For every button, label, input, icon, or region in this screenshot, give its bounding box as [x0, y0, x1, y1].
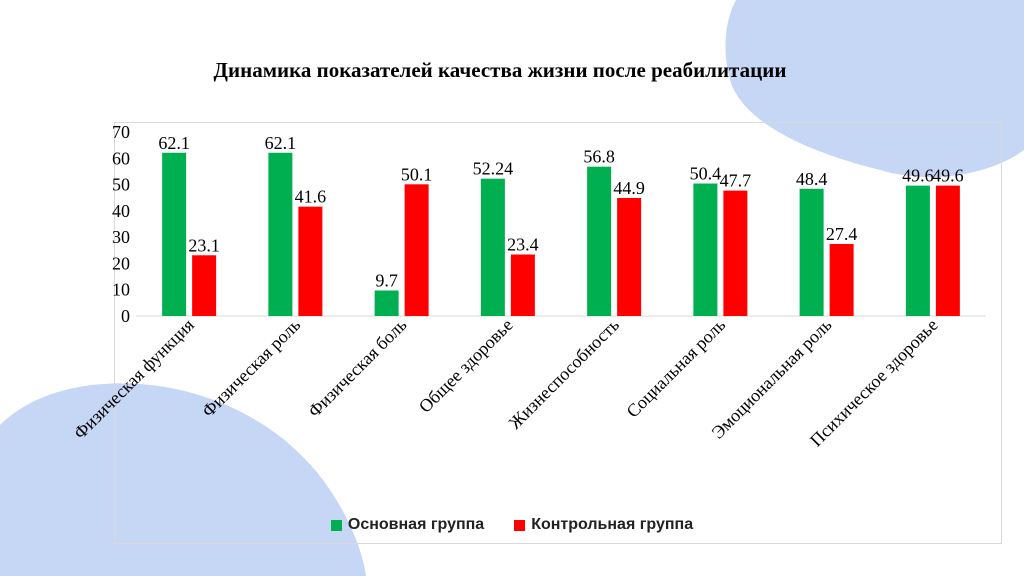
value-label-main-4: 56.8 — [583, 147, 615, 167]
bar-main-0 — [162, 152, 187, 316]
y-tick-label-5: 50 — [112, 175, 130, 195]
x-tick-label-2: Физическая боль — [304, 315, 410, 421]
bar-control-0 — [192, 255, 217, 316]
bar-main-6 — [799, 188, 824, 316]
bar-control-4 — [617, 197, 642, 316]
bar-main-3 — [480, 178, 505, 316]
chart-title: Динамика показателей качества жизни посл… — [213, 58, 787, 82]
value-label-main-7: 49.6 — [902, 166, 934, 186]
x-tick-label-0: Физическая функция — [70, 315, 198, 443]
bar-main-5 — [693, 183, 718, 316]
bar-control-3 — [510, 254, 535, 316]
y-tick-label-0: 0 — [121, 306, 130, 326]
x-tick-label-6: Эмоциональная роль — [708, 315, 836, 443]
legend: Основная группа Контрольная группа — [0, 516, 1024, 534]
value-label-main-5: 50.4 — [690, 164, 722, 184]
value-label-main-0: 62.1 — [158, 133, 190, 153]
legend-label-control: Контрольная группа — [531, 516, 694, 533]
bar-control-1 — [298, 206, 323, 316]
y-tick-label-3: 30 — [112, 227, 130, 247]
legend-swatch-main — [330, 519, 342, 531]
legend-label-main: Основная группа — [347, 516, 485, 533]
y-tick-label-2: 20 — [112, 253, 130, 273]
bar-main-7 — [905, 185, 930, 316]
top-right-blob — [725, 0, 1024, 178]
x-tick-label-4: Жизнеспособность — [505, 315, 623, 433]
bar-main-2 — [374, 290, 399, 316]
value-label-control-7: 49.6 — [932, 166, 964, 186]
value-label-control-5: 47.7 — [720, 171, 752, 191]
value-label-main-1: 62.1 — [265, 133, 297, 153]
x-tick-label-5: Социальная роль — [622, 315, 729, 422]
value-label-main-2: 9.7 — [375, 271, 398, 291]
x-tick-label-3: Общее здоровье — [415, 315, 517, 417]
value-label-control-2: 50.1 — [401, 164, 433, 184]
value-label-control-4: 44.9 — [613, 178, 645, 198]
legend-item-control: Контрольная группа — [514, 516, 693, 534]
bar-control-7 — [935, 185, 960, 316]
bar-main-1 — [268, 152, 293, 316]
bar-control-2 — [404, 184, 429, 316]
bar-main-4 — [587, 166, 612, 316]
value-label-control-3: 23.4 — [507, 234, 539, 254]
y-tick-label-7: 70 — [112, 122, 130, 142]
y-tick-label-4: 40 — [112, 201, 130, 221]
y-tick-label-1: 10 — [112, 280, 130, 300]
bar-control-6 — [829, 243, 854, 316]
value-label-control-1: 41.6 — [295, 187, 327, 207]
bar-control-5 — [723, 190, 748, 316]
bottom-left-blob — [0, 383, 366, 576]
x-tick-label-1: Физическая роль — [198, 315, 304, 421]
chart-frame — [114, 122, 1002, 544]
value-label-control-6: 27.4 — [826, 224, 858, 244]
legend-item-main: Основная группа — [330, 516, 485, 534]
value-label-main-3: 52.24 — [473, 159, 514, 179]
legend-swatch-control — [514, 519, 526, 531]
value-label-main-6: 48.4 — [796, 169, 828, 189]
value-label-control-0: 23.1 — [188, 235, 220, 255]
y-tick-label-6: 60 — [112, 148, 130, 168]
